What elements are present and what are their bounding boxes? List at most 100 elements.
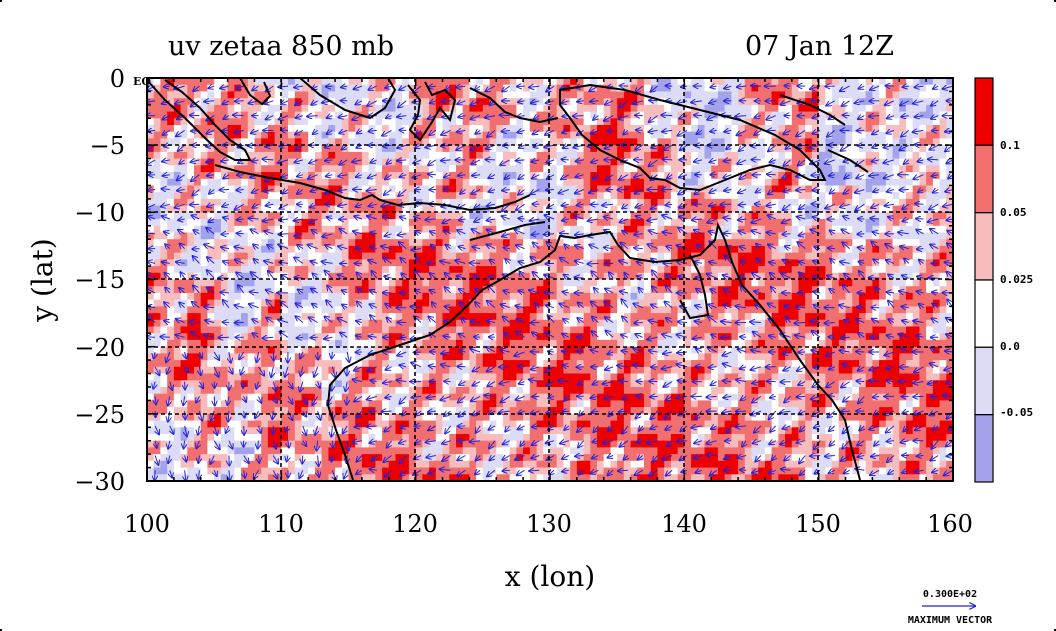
field-cell <box>476 400 484 408</box>
field-cell <box>644 266 652 274</box>
field-cell <box>617 259 625 267</box>
field-cell <box>314 232 323 240</box>
field-cell <box>570 339 578 348</box>
field-cell <box>684 178 692 187</box>
field-cell <box>160 339 168 348</box>
field-cell <box>697 131 706 139</box>
field-cell <box>173 178 182 187</box>
field-cell <box>482 245 491 254</box>
field-cell <box>241 373 249 381</box>
field-cell <box>415 333 423 341</box>
field-cell <box>529 387 538 395</box>
field-cell <box>274 185 282 193</box>
field-cell <box>422 326 430 334</box>
field-cell <box>187 420 195 428</box>
field-cell <box>314 138 323 146</box>
field-cell <box>449 205 457 213</box>
field-cell <box>160 427 168 435</box>
field-cell <box>207 373 215 381</box>
field-cell <box>375 313 383 321</box>
field-cell <box>408 232 417 240</box>
field-cell <box>361 272 370 281</box>
field-cell <box>543 360 551 368</box>
field-cell <box>227 286 235 294</box>
field-cell <box>348 219 356 227</box>
field-cell <box>308 198 316 207</box>
chart-title: uv zetaa 850 mb <box>168 31 394 62</box>
field-cell <box>644 447 652 455</box>
field-cell <box>361 407 370 415</box>
field-cell <box>415 259 423 267</box>
field-cell <box>429 326 437 334</box>
field-cell <box>684 172 692 180</box>
field-cell <box>180 319 188 328</box>
field-cell <box>382 84 390 92</box>
field-cell <box>234 326 242 334</box>
field-cell <box>462 474 470 481</box>
field-cell <box>194 245 202 254</box>
field-cell <box>180 104 188 113</box>
field-cell <box>691 198 699 207</box>
field-cell <box>328 158 336 166</box>
field-cell <box>563 185 571 193</box>
field-cell <box>314 360 323 368</box>
field-cell <box>355 165 363 173</box>
field-cell <box>375 447 383 455</box>
field-cell <box>644 427 652 435</box>
field-cell <box>496 440 504 448</box>
field-cell <box>241 272 249 281</box>
field-cell <box>382 447 390 455</box>
field-cell <box>294 460 303 469</box>
field-cell <box>288 366 296 375</box>
field-cell <box>456 407 464 415</box>
field-cell <box>684 138 692 146</box>
field-cell <box>147 104 155 113</box>
field-cell <box>408 319 417 328</box>
field-cell <box>408 292 417 301</box>
field-cell <box>697 467 706 475</box>
field-cell <box>489 306 497 314</box>
field-cell <box>194 185 202 193</box>
field-cell <box>341 111 350 119</box>
field-cell <box>623 245 632 254</box>
field-cell <box>543 420 551 428</box>
field-cell <box>147 393 155 401</box>
field-cell <box>476 252 484 260</box>
field-cell <box>402 239 410 247</box>
field-cell <box>247 192 256 200</box>
field-cell <box>281 366 289 375</box>
field-cell <box>462 272 470 281</box>
field-cell <box>583 313 591 321</box>
field-cell <box>503 474 511 481</box>
field-cell <box>664 151 672 160</box>
field-cell <box>684 319 692 328</box>
field-cell <box>160 138 168 146</box>
field-cell <box>630 460 638 469</box>
field-cell <box>536 252 544 260</box>
field-cell <box>570 460 578 469</box>
field-cell <box>644 373 652 381</box>
field-cell <box>254 420 262 428</box>
field-cell <box>341 78 350 86</box>
field-cell <box>147 266 155 274</box>
field-cell <box>308 333 316 341</box>
field-cell <box>321 131 329 139</box>
field-cell <box>348 434 356 442</box>
field-cell <box>395 245 403 254</box>
field-cell <box>194 165 202 173</box>
field-cell <box>241 198 249 207</box>
field-cell <box>247 387 256 395</box>
field-cell <box>220 145 229 153</box>
field-cell <box>476 387 484 395</box>
field-cell <box>462 98 470 106</box>
field-cell <box>449 91 457 99</box>
field-cell <box>529 380 538 388</box>
field-cell <box>509 185 517 193</box>
field-cell <box>529 91 538 99</box>
field-cell <box>267 319 276 328</box>
field-cell <box>227 420 235 428</box>
field-cell <box>610 118 618 126</box>
field-cell <box>187 192 195 200</box>
field-cell <box>294 225 303 234</box>
field-cell <box>301 306 309 314</box>
